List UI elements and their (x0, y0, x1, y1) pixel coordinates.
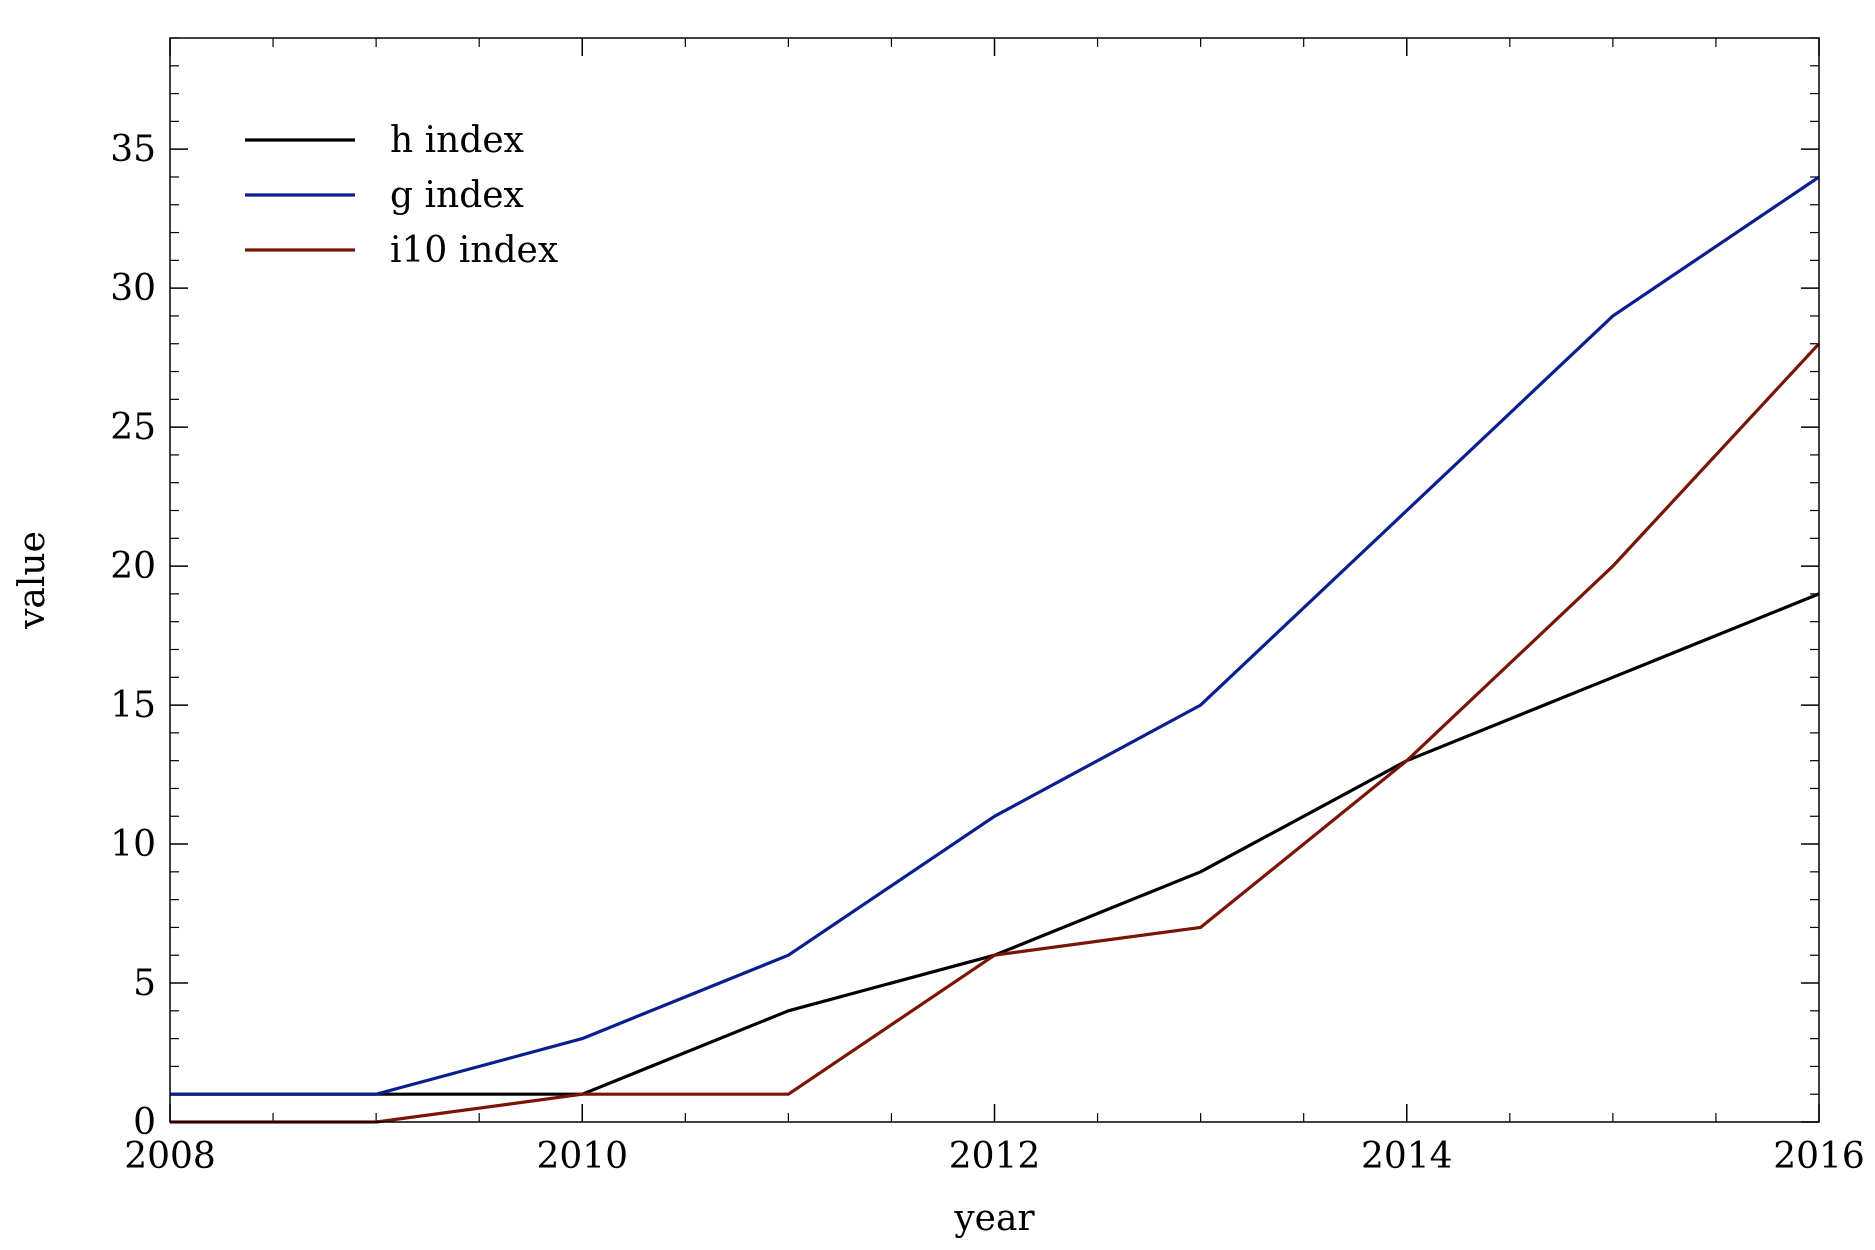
legend: h index g index i10 index (245, 120, 558, 271)
y-tick-label: 35 (110, 129, 156, 170)
y-tick-label: 5 (133, 963, 156, 1004)
legend-label-1: g index (390, 175, 524, 216)
x-tick-labels: 2008 2010 2012 2014 2016 (124, 1136, 1865, 1177)
y-tick-label: 10 (110, 824, 156, 865)
y-tick-label: 15 (110, 685, 156, 726)
plot-frame (169, 37, 1820, 1123)
y-tick-label: 25 (110, 407, 156, 448)
x-tick-label: 2012 (949, 1136, 1041, 1177)
x-tick-label: 2016 (1773, 1136, 1865, 1177)
x-tick-label: 2010 (536, 1136, 628, 1177)
y-tick-labels: 0 5 10 15 20 25 30 35 (110, 129, 156, 1143)
x-tick-label: 2008 (124, 1136, 216, 1177)
y-axis-label: value (12, 531, 53, 630)
x-axis-label: year (953, 1198, 1035, 1239)
legend-label-0: h index (390, 120, 524, 161)
y-tick-label: 20 (110, 546, 156, 587)
series-line-1 (170, 175, 1820, 1096)
legend-label-2: i10 index (390, 230, 558, 271)
x-tick-label: 2014 (1361, 1136, 1453, 1177)
series-line-2 (170, 342, 1821, 1124)
y-tick-label: 30 (110, 268, 156, 309)
minor-ticks (170, 37, 1819, 1122)
series-layer (170, 175, 1821, 1124)
series-line-0 (170, 592, 1820, 1096)
y-tick-label: 0 (133, 1102, 156, 1143)
